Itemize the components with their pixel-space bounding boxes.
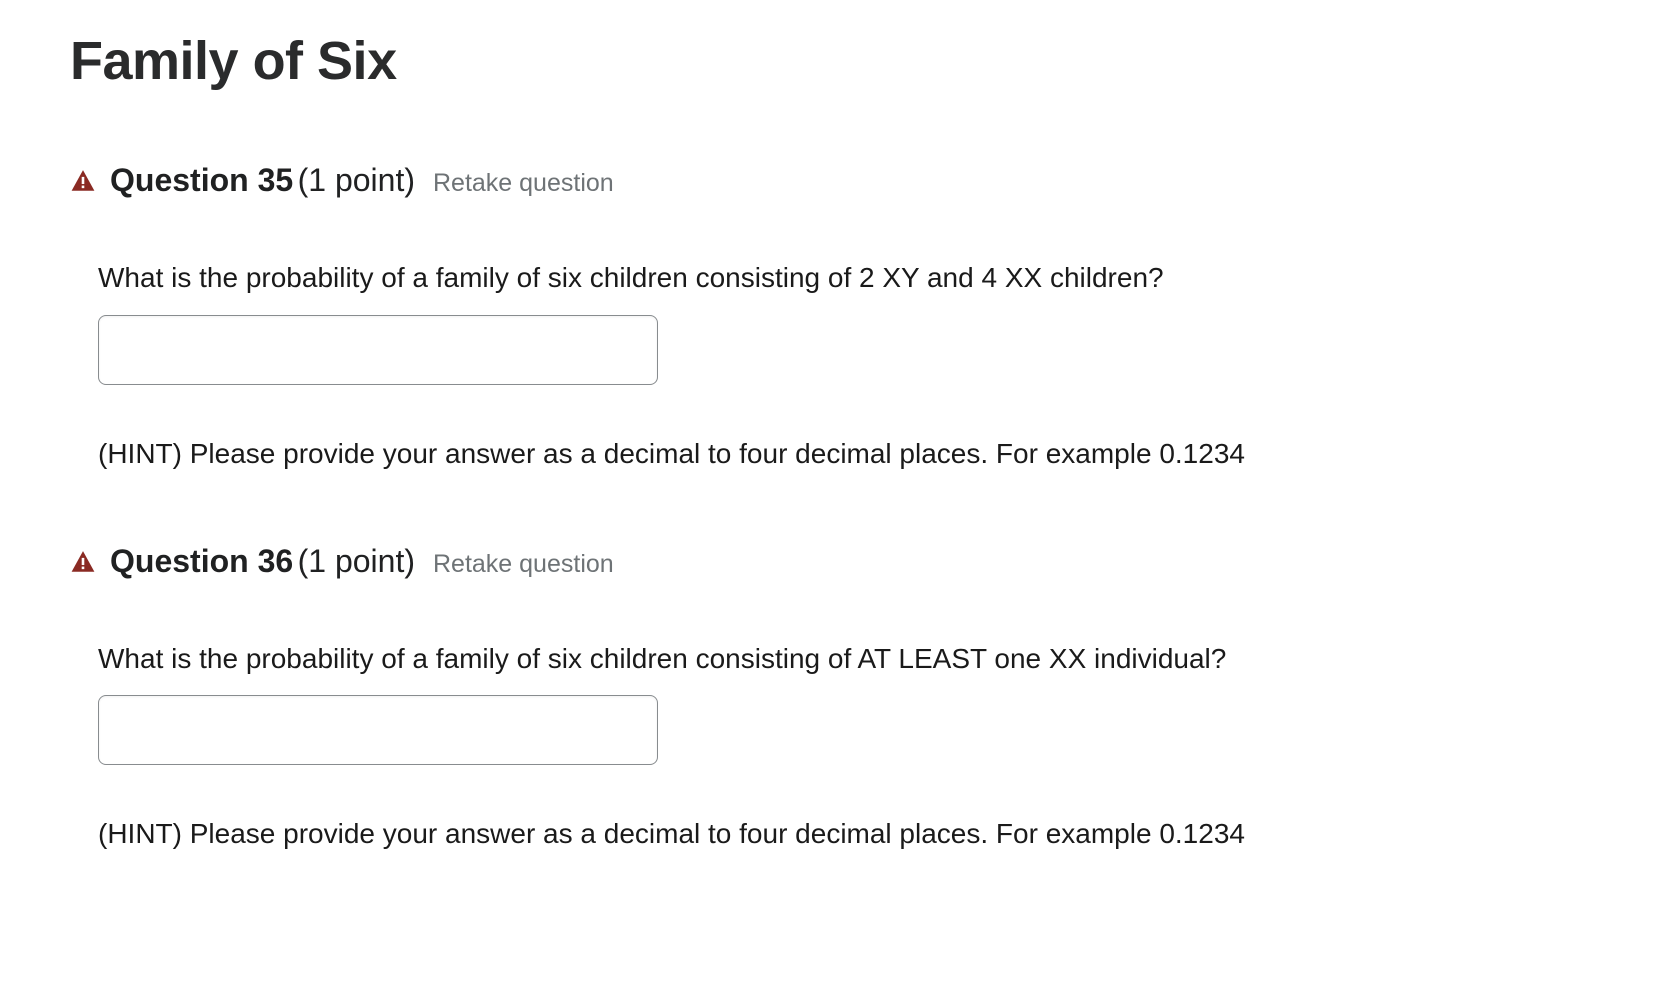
retake-question-link[interactable]: Retake question — [433, 169, 614, 198]
question-hint: (HINT) Please provide your answer as a d… — [98, 435, 1594, 473]
page-title: Family of Six — [70, 30, 1594, 92]
question-number-label: Question 36 (1 point) — [110, 543, 415, 580]
question-body: What is the probability of a family of s… — [70, 259, 1594, 473]
page-container: Family of Six Question 35 (1 point) Reta… — [0, 0, 1664, 953]
question-block: Question 36 (1 point) Retake question Wh… — [70, 543, 1594, 854]
warning-icon — [70, 168, 96, 194]
answer-input[interactable] — [98, 315, 658, 385]
question-header: Question 36 (1 point) Retake question — [70, 543, 1594, 580]
question-prompt: What is the probability of a family of s… — [98, 259, 1594, 297]
retake-question-link[interactable]: Retake question — [433, 550, 614, 579]
question-points: (1 point) — [298, 543, 415, 579]
question-header: Question 35 (1 point) Retake question — [70, 162, 1594, 199]
question-number: Question 35 — [110, 162, 293, 198]
answer-input[interactable] — [98, 695, 658, 765]
question-body: What is the probability of a family of s… — [70, 640, 1594, 854]
warning-icon-svg — [70, 549, 96, 575]
warning-icon — [70, 549, 96, 575]
question-points: (1 point) — [298, 162, 415, 198]
question-prompt: What is the probability of a family of s… — [98, 640, 1594, 678]
question-number: Question 36 — [110, 543, 293, 579]
question-block: Question 35 (1 point) Retake question Wh… — [70, 162, 1594, 473]
question-number-label: Question 35 (1 point) — [110, 162, 415, 199]
question-hint: (HINT) Please provide your answer as a d… — [98, 815, 1594, 853]
warning-icon-svg — [70, 168, 96, 194]
